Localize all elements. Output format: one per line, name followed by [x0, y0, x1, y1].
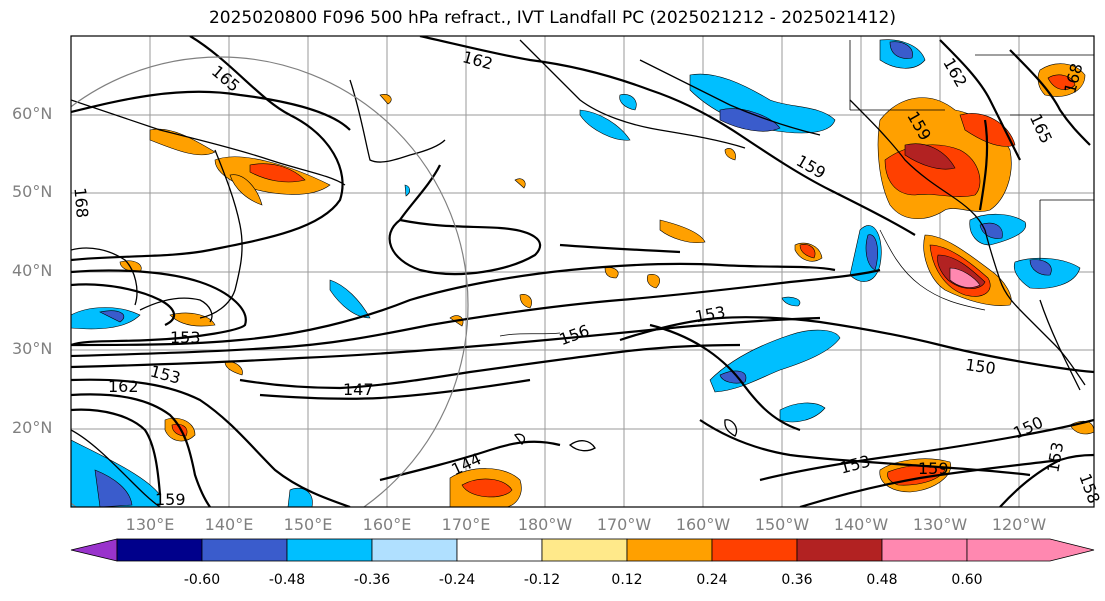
colorbar-tick-label: 0.24 [696, 572, 728, 588]
colorbar-swatch [456, 538, 543, 562]
lon-label: 160°E [362, 515, 412, 534]
colorbar-tick-label: -0.24 [438, 572, 476, 588]
contour-label: 162 [108, 377, 139, 396]
colorbar-tick-label: -0.48 [268, 572, 306, 588]
contour-label: 159 [918, 459, 949, 478]
colorbar [70, 538, 1095, 562]
lat-label: 50°N [12, 182, 53, 201]
lon-label: 160°W [675, 515, 731, 534]
lon-label: 140°E [204, 515, 254, 534]
lon-label: 180°W [517, 515, 573, 534]
lon-label: 130°E [125, 515, 175, 534]
lon-label: 130°W [912, 515, 968, 534]
ivt-shading [71, 39, 1094, 507]
contour-label: 150 [964, 355, 997, 378]
coastlines [71, 39, 1086, 507]
map-frame [70, 35, 1095, 508]
landfall-radius-circle [71, 56, 469, 507]
lat-label: 30°N [12, 339, 53, 358]
map-title: 2025020800 F096 500 hPa refract., IVT La… [208, 8, 896, 28]
colorbar-swatch [371, 538, 458, 562]
colorbar-swatch [626, 538, 713, 562]
colorbar-swatch [881, 538, 968, 562]
colorbar-tick-label: 0.48 [866, 572, 898, 588]
borders [849, 40, 1094, 260]
lon-label: 140°W [833, 515, 889, 534]
colorbar-tick-label: 0.60 [951, 572, 983, 588]
contour-label: 159 [155, 490, 186, 509]
colorbar-extend-high [966, 538, 1095, 562]
thin-contours [499, 229, 986, 337]
lon-label: 170°E [441, 515, 491, 534]
lon-label: 150°W [754, 515, 810, 534]
contours [71, 36, 1094, 507]
contour-label: 168 [70, 187, 92, 219]
colorbar-tick-label: 0.36 [781, 572, 813, 588]
lon-label: 170°W [596, 515, 652, 534]
lon-label: 120°W [991, 515, 1047, 534]
colorbar-swatch [711, 538, 798, 562]
colorbar-tick-label: -0.12 [523, 572, 561, 588]
colorbar-extend-low [70, 538, 118, 562]
lat-label: 20°N [12, 418, 53, 437]
colorbar-swatch [541, 538, 628, 562]
colorbar-tick-label: -0.36 [353, 572, 391, 588]
lat-label: 40°N [12, 261, 53, 280]
colorbar-swatch [116, 538, 203, 562]
colorbar-swatch [286, 538, 373, 562]
contour-label-group: 165 162 162 165 168 168 159 159 156 153 … [70, 47, 1103, 509]
colorbar-swatch [201, 538, 288, 562]
colorbar-tick-label: 0.12 [611, 572, 643, 588]
lon-label: 150°E [283, 515, 333, 534]
colorbar-swatch [796, 538, 883, 562]
contour-label: 147 [343, 380, 374, 399]
colorbar-tick-label: -0.60 [183, 572, 221, 588]
contour-label: 153 [170, 328, 201, 347]
lat-label: 60°N [12, 104, 53, 123]
